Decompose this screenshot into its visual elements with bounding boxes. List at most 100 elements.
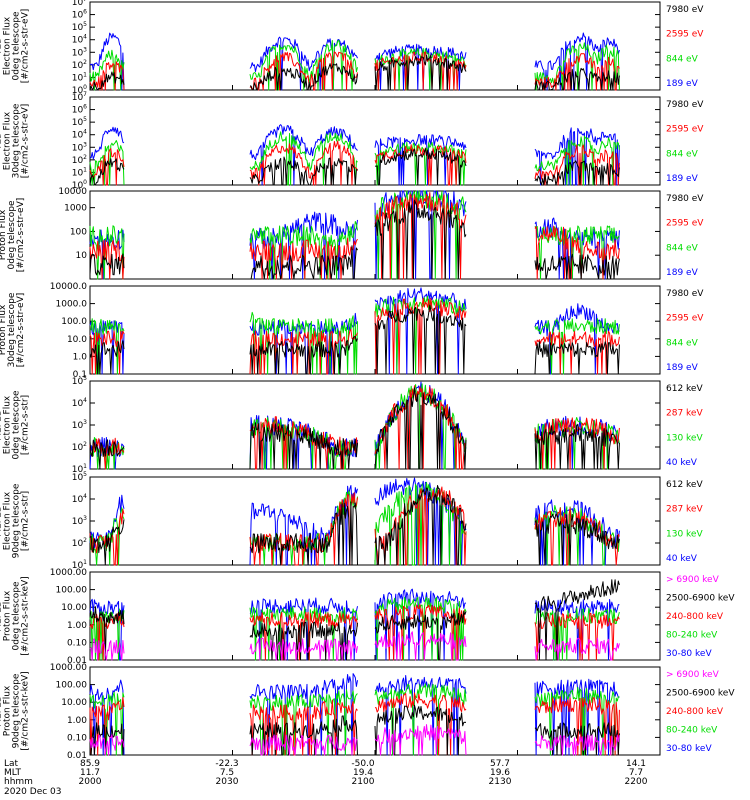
legend-entry: 240-800 keV bbox=[666, 612, 724, 622]
y-tick-exponent: 7 bbox=[83, 91, 87, 98]
y-tick-label: 103 bbox=[72, 46, 87, 58]
legend-entry: 844 eV bbox=[666, 54, 699, 64]
series-line bbox=[89, 190, 620, 280]
series-line bbox=[89, 387, 620, 470]
x-tick-lat: 57.7 bbox=[489, 759, 511, 769]
x-tick-hhmm: 2200 bbox=[624, 777, 648, 787]
y-tick-exponent: 2 bbox=[83, 154, 87, 161]
legend-entry: 40 keV bbox=[666, 458, 698, 468]
y-tick-label: 0.01 bbox=[67, 751, 87, 760]
y-tick-label: 102 bbox=[72, 154, 87, 166]
y-tick-exponent: 5 bbox=[83, 116, 87, 123]
legend-entry: 612 keV bbox=[666, 480, 703, 490]
y-axis-label-line: [#/cm2-s-str-keV] bbox=[21, 671, 31, 750]
y-tick-exponent: 5 bbox=[83, 21, 87, 28]
y-axis-label-line: [#/cm2-s-str-eV] bbox=[21, 9, 31, 84]
series-line bbox=[89, 32, 620, 91]
x-row-label-hhmm: hhmm bbox=[4, 777, 33, 787]
x-tick-group: 14.1 7.7 2200 bbox=[606, 760, 666, 787]
y-tick-exponent: 4 bbox=[83, 397, 87, 404]
series-line bbox=[89, 579, 620, 661]
y-axis-label: MEPEDProton Flux90deg telescope[#/cm2-s-… bbox=[0, 671, 31, 750]
y-tick-label: 100.00 bbox=[56, 586, 88, 596]
y-axis-label-line: [#/cm2-s-str-eV] bbox=[21, 104, 31, 179]
series-line bbox=[89, 148, 620, 186]
y-tick-label: 1000.0 bbox=[56, 300, 88, 310]
legend-entry: 189 eV bbox=[666, 268, 699, 278]
y-tick-label: 1.0 bbox=[73, 352, 88, 362]
y-tick-exponent: 3 bbox=[83, 46, 87, 53]
series-line bbox=[89, 673, 620, 756]
y-tick-label: 105 bbox=[72, 471, 87, 483]
series-line bbox=[89, 39, 620, 91]
y-tick-label: 105 bbox=[72, 116, 87, 128]
y-tick-label: 104 bbox=[72, 129, 87, 141]
y-tick-label: 104 bbox=[72, 397, 87, 409]
legend-entry: 2595 eV bbox=[666, 314, 704, 324]
series-line bbox=[90, 704, 620, 756]
legend-entry: 2595 eV bbox=[666, 30, 704, 40]
legend-entry: 189 eV bbox=[666, 174, 699, 184]
legend-entry: 2595 eV bbox=[666, 125, 704, 135]
y-tick-exponent: 1 bbox=[83, 559, 87, 566]
legend-entry: 130 keV bbox=[666, 433, 703, 443]
x-tick-group: 85.9 11.7 2000 bbox=[60, 760, 120, 787]
series-line bbox=[89, 485, 620, 566]
y-axis-label-line: 0deg telescope bbox=[12, 390, 22, 460]
series-line bbox=[89, 596, 620, 661]
y-tick-exponent: 0 bbox=[83, 179, 87, 186]
y-axis-label-line: Proton Flux bbox=[3, 590, 13, 641]
y-axis-label: MEPEDProton Flux0deg telescope[#/cm2-s-s… bbox=[0, 576, 31, 655]
legend-entry: 189 eV bbox=[666, 79, 699, 89]
y-tick-label: 103 bbox=[72, 515, 87, 527]
y-axis-label-line: 0deg telescope bbox=[12, 581, 22, 651]
y-tick-label: 10000.0 bbox=[50, 282, 87, 292]
y-tick-exponent: 2 bbox=[83, 59, 87, 66]
y-axis-label-line: 30deg telescope bbox=[12, 103, 22, 178]
y-tick-label: 0.01 bbox=[67, 656, 87, 666]
x-tick-mlt: 11.7 bbox=[79, 768, 101, 778]
y-axis-label-line: [#/cm2-s-str-eV] bbox=[16, 198, 26, 273]
x-tick-hhmm: 2130 bbox=[488, 777, 512, 787]
y-tick-label: 104 bbox=[72, 34, 87, 46]
legend-entry: 80-240 keV bbox=[666, 726, 718, 736]
x-tick-group: 57.7 19.6 2130 bbox=[470, 760, 530, 787]
y-tick-exponent: 6 bbox=[83, 9, 87, 16]
y-tick-label: 103 bbox=[72, 419, 87, 431]
y-tick-label: 0.10 bbox=[67, 733, 87, 743]
y-tick-exponent: 2 bbox=[83, 537, 87, 544]
legend-entry: 844 eV bbox=[666, 243, 699, 253]
y-tick-label: 1000.00 bbox=[50, 663, 87, 673]
y-axis-label-line: MEPED bbox=[0, 505, 4, 537]
y-tick-exponent: 7 bbox=[83, 0, 87, 3]
series-line bbox=[89, 131, 620, 186]
series-line bbox=[89, 124, 620, 186]
y-axis-label: Proton Flux30deg telescope[#/cm2-s-str-e… bbox=[0, 292, 26, 367]
y-tick-label: 1000.00 bbox=[50, 568, 87, 578]
y-axis-label-line: Electron Flux bbox=[3, 491, 13, 550]
y-axis-label: MEPEDElectron Flux90deg telescope[#/cm2-… bbox=[0, 483, 31, 558]
y-tick-label: 1000 bbox=[64, 204, 87, 214]
y-tick-exponent: 5 bbox=[83, 375, 87, 382]
legend-entry: > 6900 keV bbox=[666, 670, 720, 680]
y-axis-label-line: 30deg telescope bbox=[7, 292, 17, 367]
y-tick-exponent: 2 bbox=[83, 441, 87, 448]
x-row-label-mlt: MLT bbox=[4, 768, 22, 778]
panel: 0.1 1.0 10.0 100.0 1000.0 10000.0 Proton Flux3… bbox=[0, 282, 704, 380]
legend-entry: 7980 eV bbox=[666, 289, 704, 299]
legend-entry: 2595 eV bbox=[666, 219, 704, 229]
x-tick-mlt: 19.4 bbox=[352, 768, 374, 778]
series-line bbox=[89, 199, 620, 280]
panel: 10 100 1000 10000 Proton Flux0deg telescope[… bbox=[0, 187, 704, 280]
y-tick-label: 0.1 bbox=[73, 370, 87, 380]
series-line bbox=[89, 304, 620, 375]
x-tick-mlt: 7.5 bbox=[219, 768, 235, 778]
y-axis-label-line: TED bbox=[0, 37, 4, 56]
y-tick-exponent: 1 bbox=[83, 166, 87, 173]
x-row-labels: Lat MLT hhmm bbox=[4, 760, 33, 787]
series-line bbox=[89, 604, 620, 661]
y-axis-label-line: Proton Flux bbox=[0, 304, 8, 355]
